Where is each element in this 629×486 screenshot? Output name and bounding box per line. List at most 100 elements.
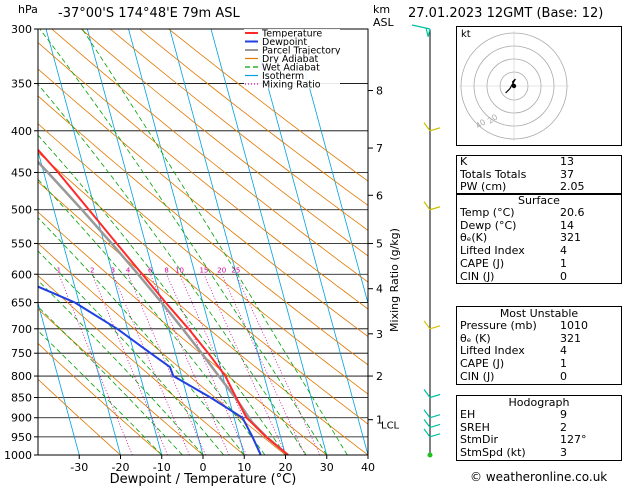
index-row: Lifted Index 4 [457, 244, 621, 258]
km-label: 6 [376, 189, 383, 202]
index-value: 37 [560, 167, 574, 181]
mixing-ratio-label: 2 [90, 266, 94, 274]
index-row: Dewp (°C) 14 [457, 218, 621, 233]
km-label: 8 [376, 85, 383, 98]
index-label: CIN (J) [460, 269, 495, 283]
legend-bg [244, 63, 340, 72]
surface-title: Surface [518, 194, 560, 207]
hodograph-params-title: Hodograph [508, 396, 570, 409]
index-row: SREH 2 [457, 420, 621, 435]
pressure-tick-label: 600 [11, 268, 32, 281]
index-label: CIN (J) [460, 369, 495, 383]
mixing-ratio-line [221, 274, 306, 455]
wet-adiabat-line [38, 134, 286, 455]
temp-tick-label: 30 [320, 461, 334, 474]
km-label: 5 [376, 237, 383, 250]
wet-adiabat-line [38, 178, 266, 455]
index-label: CAPE (J) [460, 256, 505, 270]
index-label: K [460, 155, 468, 168]
legend-label: Isotherm [262, 71, 304, 82]
isotherm-line [293, 29, 368, 305]
index-label: θₑ (K) [460, 331, 491, 345]
wind-barb [411, 24, 431, 38]
index-value: 0 [560, 369, 567, 383]
pressure-tick-label: 400 [11, 125, 32, 138]
index-row: Lifted Index 4 [457, 345, 621, 358]
temp-tick-label: -20 [112, 461, 130, 474]
dry-adiabat-line [168, 29, 368, 182]
legend-label: Dry Adiabat [262, 54, 319, 65]
index-value: 3 [560, 446, 567, 460]
mixing-ratio-line [166, 274, 247, 455]
index-value: 14 [560, 218, 574, 232]
wind-barb [423, 409, 441, 419]
index-value: 1010 [560, 319, 588, 332]
date-title: 27.01.2023 12GMT (Base: 12) [408, 6, 604, 21]
legend-bg [244, 37, 340, 46]
index-label: SREH [460, 420, 490, 434]
dry-adiabat-line [38, 342, 163, 455]
index-row: Pressure (mb) 1010 [457, 319, 621, 333]
dry-adiabat-line [38, 275, 245, 455]
hodograph-trace [505, 78, 516, 94]
surface-table: Temp (°C) 20.6 Dewp (°C) 14 θₑ(K) 321 Lifted I… [457, 206, 621, 283]
index-label: Temp (°C) [460, 206, 515, 219]
mixing-ratio-axis-label: Mixing Ratio (g/kg) [388, 228, 401, 332]
dry-adiabat-line [109, 29, 368, 231]
location-title: -37°00'S 174°48'E 79m ASL [58, 6, 240, 21]
pressure-tick-label: 700 [11, 323, 32, 336]
index-value: 321 [560, 231, 581, 245]
index-value: 4 [560, 344, 567, 358]
dry-adiabat-line [38, 181, 368, 455]
isotherm-line [45, 29, 163, 455]
wet-adiabat-line [38, 306, 183, 455]
legend-bg [244, 54, 340, 63]
index-label: Pressure (mb) [460, 319, 537, 332]
index-row: θₑ(K) 321 [457, 232, 621, 245]
dry-adiabat-line [51, 29, 368, 283]
index-value: 0 [560, 269, 567, 283]
index-row: PW (cm) 2.05 [457, 180, 622, 194]
wind-barb [423, 122, 441, 132]
indices-table: K 13 Totals Totals 37 PW (cm) 2.05 [456, 155, 622, 196]
pressure-tick-label: 350 [11, 78, 32, 91]
mixing-ratio-label: 15 [199, 266, 208, 274]
pressure-tick-label: 450 [11, 166, 32, 179]
dry-adiabat-line [38, 308, 204, 455]
index-value: 1 [560, 256, 567, 270]
hodograph-params-panel: Hodograph EH 9 SREH 2 StmDir 127° StmSpd (kt) 3 [456, 395, 622, 461]
index-label: Lifted Index [460, 244, 525, 258]
index-value: 20.6 [560, 206, 585, 219]
mixing-ratio-label: 25 [231, 266, 240, 274]
temp-tick-label: -30 [70, 461, 88, 474]
index-label: PW (cm) [460, 180, 507, 194]
dry-adiabat-line [38, 68, 368, 338]
index-label: EH [460, 408, 476, 421]
isotherm-line [169, 29, 286, 455]
wet-adiabat-line [38, 83, 307, 455]
index-value: 2 [560, 420, 567, 434]
wind-barb [423, 389, 441, 399]
legend-bg [244, 80, 340, 89]
km-label: 3 [376, 328, 383, 341]
pressure-tick-label: 900 [11, 412, 32, 425]
legend-label: Mixing Ratio [262, 80, 321, 91]
temp-tick-label: 20 [279, 461, 293, 474]
index-row: StmSpd (kt) 3 [457, 446, 621, 460]
km-label: 1 [376, 414, 383, 427]
indices-panel: K 13 Totals Totals 37 PW (cm) 2.05 [456, 155, 622, 196]
mixing-ratio-line [149, 274, 230, 455]
wind-barb [423, 201, 441, 211]
index-label: Dewp (°C) [460, 218, 517, 232]
index-value: 321 [560, 331, 581, 345]
index-row: Totals Totals 37 [457, 167, 622, 182]
index-label: Totals Totals [460, 167, 527, 181]
pressure-tick-label: 800 [11, 370, 32, 383]
index-value: 127° [560, 433, 587, 447]
index-row: CIN (J) 0 [457, 369, 621, 384]
mixing-ratio-label: 6 [148, 266, 153, 274]
mixing-ratio-line [235, 274, 321, 455]
mixing-ratio-line [127, 274, 206, 455]
pressure-tick-label: 500 [11, 204, 32, 217]
dewpoint-line [38, 285, 262, 455]
